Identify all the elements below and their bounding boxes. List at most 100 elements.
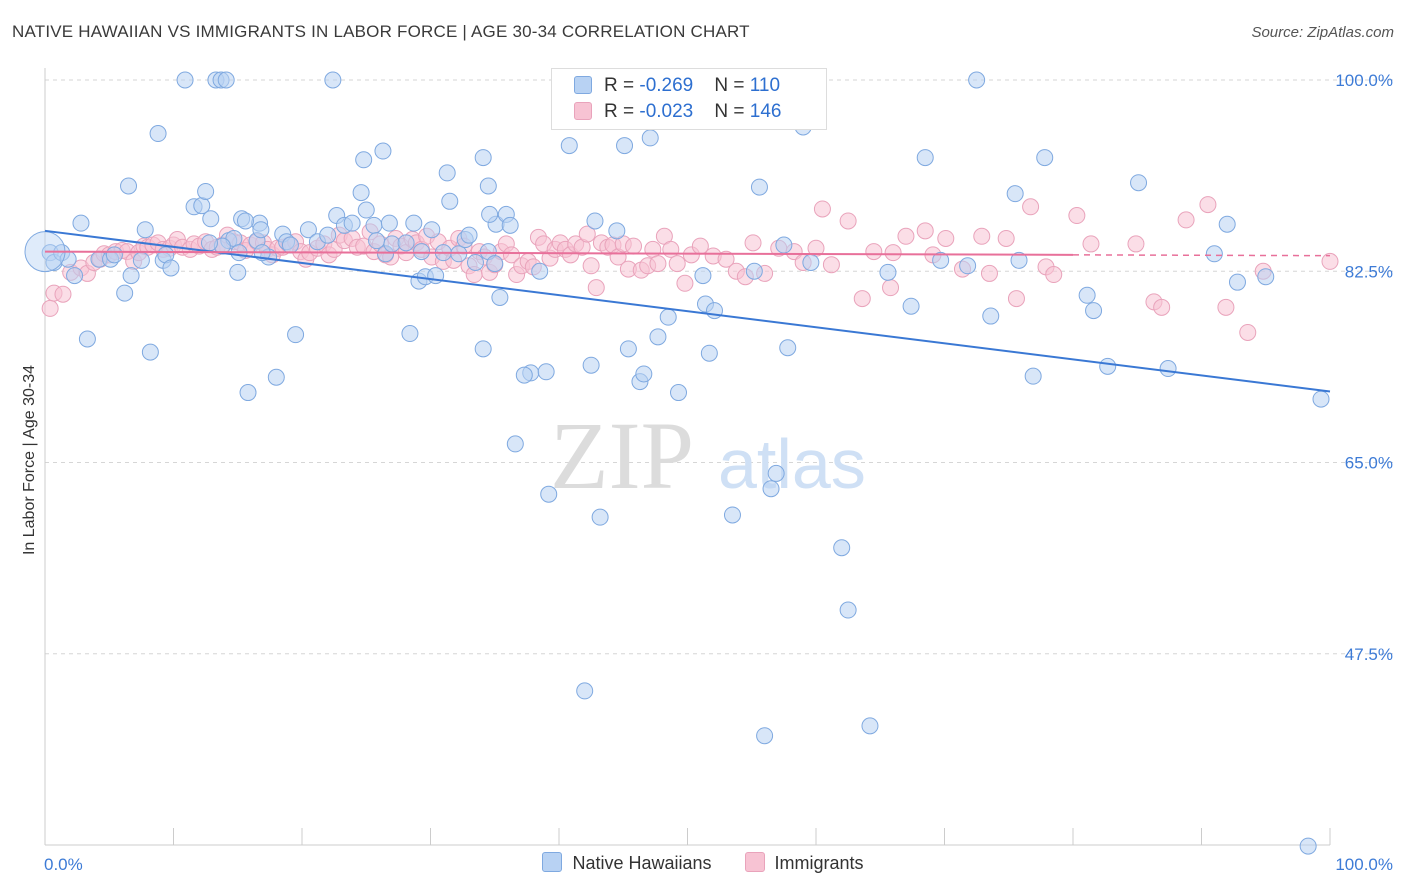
- native-hawaiians-point-35: [239, 384, 257, 402]
- trend-lines: [44, 229, 1331, 393]
- native-hawaiians-point-45: [281, 236, 299, 254]
- pink-r-label: R =: [604, 101, 640, 122]
- native-hawaiians-point-96: [582, 356, 600, 374]
- native-hawaiians-point-61: [374, 142, 392, 160]
- native-hawaiians-point-15: [141, 343, 159, 361]
- immigrants-point-130: [853, 290, 871, 308]
- legend-swatch-blue: [542, 852, 563, 872]
- native-hawaiians-point-31: [200, 234, 218, 252]
- immigrants-point-110: [649, 255, 667, 273]
- x-tick-label-0: 0.0%: [44, 855, 83, 874]
- immigrants-point-127: [813, 200, 831, 218]
- native-hawaiians-point-46: [287, 326, 305, 344]
- native-hawaiians-point-143: [1228, 273, 1246, 291]
- y-tick-label-1: 82.5%: [1345, 262, 1393, 281]
- immigrants-point-132: [882, 279, 900, 297]
- blue-r-label: R =: [604, 75, 640, 96]
- legend-item-native-hawaiians[interactable]: Native Hawaiians: [542, 852, 712, 874]
- native-hawaiians-point-95: [560, 137, 578, 155]
- immigrants-point-141: [997, 229, 1015, 247]
- y-tick-label-2: 65.0%: [1345, 454, 1393, 473]
- native-hawaiians-point-62: [383, 235, 401, 253]
- gridlines: [45, 79, 1393, 655]
- native-hawaiians-point-128: [932, 251, 950, 269]
- native-hawaiians-point-134: [1024, 367, 1042, 385]
- native-hawaiians-point-47: [299, 221, 317, 239]
- native-hawaiians-point-124: [861, 717, 879, 735]
- legend-label-blue: Native Hawaiians: [572, 853, 712, 873]
- immigrants-point-109: [644, 240, 662, 258]
- immigrants-point-114: [676, 274, 694, 292]
- native-hawaiians-point-12: [120, 177, 138, 195]
- immigrants-point-106: [625, 237, 643, 255]
- immigrants-point-133: [884, 244, 902, 262]
- immigrants-point-153: [1217, 298, 1235, 316]
- pink-n-value: 146: [749, 101, 782, 122]
- immigrants-point-98: [582, 257, 600, 275]
- legend-label-pink: Immigrants: [774, 853, 864, 873]
- native-hawaiians-point-114: [745, 262, 763, 280]
- legend-item-immigrants[interactable]: Immigrants: [744, 852, 864, 874]
- immigrants-point-135: [916, 222, 934, 240]
- native-hawaiians-point-83: [460, 226, 478, 244]
- blue-r-value: -0.269: [639, 75, 694, 96]
- stats-row-pink: R = -0.023 N = 146: [574, 101, 781, 125]
- immigrants-point-97: [578, 225, 596, 243]
- blue-n-value: 110: [749, 75, 781, 96]
- immigrants-point-139: [973, 227, 991, 245]
- native-hawaiians-point-5: [72, 214, 90, 232]
- native-hawaiians-point-140: [1159, 360, 1177, 378]
- native-hawaiians-point-4: [66, 267, 84, 285]
- native-hawaiians-point-121: [802, 254, 820, 272]
- immigrants-point-140: [980, 264, 998, 282]
- chart-title: NATIVE HAWAIIAN VS IMMIGRANTS IN LABOR F…: [12, 22, 750, 41]
- native-hawaiians-point-139: [1130, 174, 1148, 192]
- tick-labels: 100.0% 82.5% 65.0% 47.5% 0.0% 100.0%: [44, 71, 1393, 874]
- y-tick-label-0: 100.0%: [1335, 71, 1393, 90]
- immigrants-point-134: [897, 227, 915, 245]
- native-hawaiians-point-65: [405, 214, 423, 232]
- native-hawaiians-point-69: [423, 221, 441, 239]
- native-hawaiians-point-108: [694, 267, 712, 285]
- native-hawaiians-point-146: [1312, 390, 1330, 408]
- watermark: ZIP atlas: [550, 402, 866, 509]
- native-hawaiians-point-85: [486, 255, 504, 273]
- native-hawaiians-point-55: [355, 151, 373, 169]
- native-hawaiians-point-19: [162, 259, 180, 277]
- native-hawaiians-point-97: [586, 212, 604, 230]
- native-hawaiians-point-63: [397, 234, 415, 252]
- native-hawaiians-trend: [44, 229, 1331, 393]
- x-tick-label-1: 100.0%: [1335, 855, 1393, 874]
- native-hawaiians-point-123: [839, 601, 857, 619]
- immigrants-point-146: [1068, 207, 1086, 225]
- native-hawaiians-point-92: [537, 363, 555, 381]
- native-hawaiians-point-136: [1078, 286, 1096, 304]
- legend: Native Hawaiians Immigrants: [0, 852, 1406, 874]
- native-hawaiians-point-142: [1218, 215, 1236, 233]
- immigrants-point-142: [1007, 290, 1025, 308]
- native-hawaiians-point-67: [413, 243, 431, 261]
- native-hawaiians-point-145: [1299, 837, 1317, 855]
- native-hawaiians-point-129: [959, 257, 977, 275]
- native-hawaiians-point-132: [1006, 185, 1024, 203]
- native-hawaiians-point-117: [767, 464, 785, 482]
- immigrants-point-113: [668, 255, 686, 273]
- native-hawaiians-point-131: [982, 307, 1000, 325]
- native-hawaiians-point-147: [756, 727, 774, 745]
- immigrants-trend: [44, 250, 1074, 256]
- native-hawaiians-point-26: [217, 71, 235, 89]
- immigrants-point-148: [1127, 235, 1145, 253]
- native-hawaiians-point-38: [252, 221, 270, 239]
- native-hawaiians-point-148: [576, 682, 594, 700]
- immigrants-point-147: [1082, 235, 1100, 253]
- native-hawaiians-point-99: [608, 222, 626, 240]
- native-hawaiians-point-137: [1085, 302, 1103, 320]
- immigrants-point-152: [1199, 196, 1217, 214]
- native-hawaiians-point-6: [78, 330, 96, 348]
- pink-n-label: N =: [714, 101, 750, 122]
- stats-box: R = -0.269 N = 110 R = -0.023 N = 146: [551, 68, 827, 130]
- immigrants-point-121: [744, 234, 762, 252]
- native-hawaiians-point-60: [380, 214, 398, 232]
- native-hawaiians-point-138: [1099, 357, 1117, 375]
- native-hawaiians-point-56: [365, 216, 383, 234]
